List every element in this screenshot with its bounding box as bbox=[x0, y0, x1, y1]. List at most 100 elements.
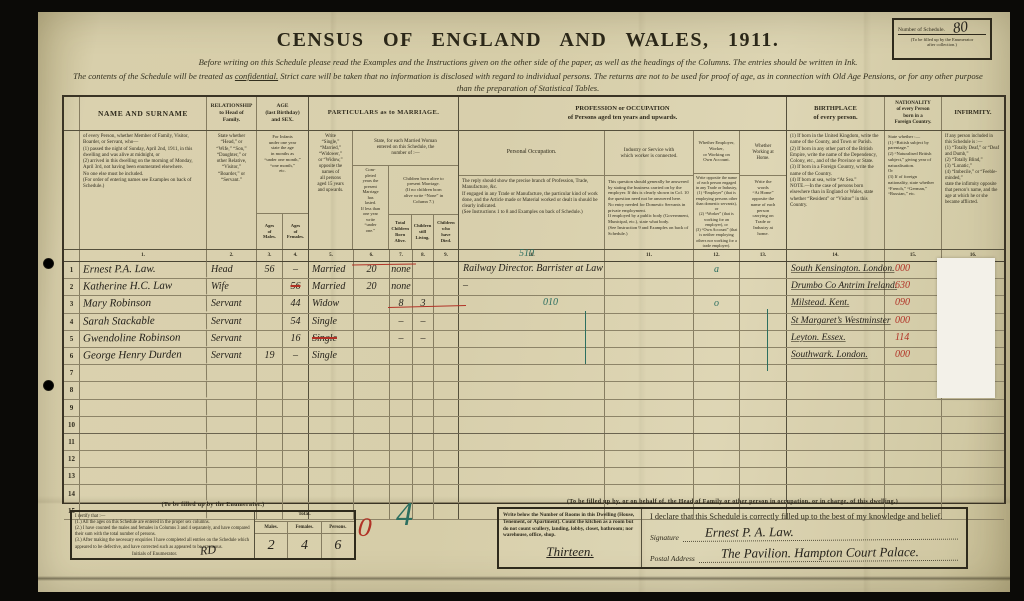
totals-title: Total. bbox=[255, 512, 354, 522]
infirmity-cell bbox=[942, 434, 1004, 450]
years-married-cell bbox=[354, 347, 390, 365]
schedule-number-note: (To be filled up by the Enumerator after… bbox=[910, 37, 974, 48]
colnum-15: 15. bbox=[885, 250, 942, 261]
employer-worker-cell bbox=[694, 313, 740, 330]
row-number-header bbox=[64, 97, 80, 130]
row-number: 14 bbox=[64, 485, 80, 502]
schedule-number-value: 80 bbox=[951, 19, 969, 37]
occupation-cell bbox=[459, 399, 605, 416]
children-born-cell bbox=[390, 416, 413, 433]
totals-persons-value: 6 bbox=[334, 538, 342, 553]
birthplace-cell bbox=[787, 382, 885, 399]
working-at-home-cell bbox=[740, 451, 787, 468]
working-at-home-cell bbox=[740, 433, 787, 451]
marriage-cell: Married bbox=[309, 279, 354, 296]
working-at-home-cell bbox=[740, 347, 787, 365]
employer-worker-cell bbox=[694, 365, 740, 382]
green-ink-four: 4 bbox=[396, 496, 413, 533]
name-cell bbox=[79, 450, 208, 468]
census-form-paper: Number of Schedule. 80 (To be filled up … bbox=[38, 12, 1010, 592]
birthplace-cell: Leyton. Essex. bbox=[787, 330, 885, 347]
colnum-16: 16. bbox=[969, 253, 977, 258]
name-cell bbox=[79, 364, 208, 382]
age-females-cell: 44 bbox=[283, 296, 309, 313]
industry-instructions-block: Industry or Service with which worker is… bbox=[605, 131, 694, 249]
age-males-cell: 56 bbox=[257, 262, 283, 279]
nationality-cell bbox=[885, 468, 942, 485]
age-females-cell: 56 bbox=[283, 279, 309, 296]
nationality-cell bbox=[885, 399, 942, 416]
relationship-cell: Servant bbox=[207, 313, 257, 330]
relationship-cell: Wife bbox=[207, 279, 257, 296]
nationality-cell bbox=[885, 451, 942, 468]
colnum-4: 4. bbox=[283, 250, 309, 261]
industry-cell bbox=[605, 433, 694, 451]
working-at-home-cell bbox=[740, 330, 787, 347]
at-home-instructions: Write the words “At Home” opposite the n… bbox=[750, 179, 776, 236]
relationship-cell bbox=[207, 485, 257, 502]
age-males-cell bbox=[257, 313, 283, 330]
nationality-cell: 090 bbox=[885, 296, 942, 313]
years-married-instructions: Com- pleted years the present Marriage h… bbox=[353, 166, 389, 249]
age-females-cell bbox=[283, 468, 309, 485]
table-row: 11 bbox=[64, 433, 1004, 452]
name-cell: Katherine H.C. Law bbox=[79, 278, 208, 297]
relationship-cell: Head bbox=[207, 262, 257, 279]
occupation-cell bbox=[459, 382, 605, 399]
employer-instructions-block: Whether Employer, Worker, or Working on … bbox=[694, 131, 740, 249]
children-born-cell: – bbox=[390, 313, 413, 330]
total-children-label: Total Children Born Alive. bbox=[389, 215, 413, 249]
infirmity-cell bbox=[942, 400, 1004, 416]
name-instructions: of every Person, whether Member of Famil… bbox=[80, 131, 207, 249]
relationship-cell: Servant bbox=[207, 347, 257, 365]
age-females-cell: – bbox=[283, 347, 309, 365]
marriage-cell: Widow bbox=[309, 296, 354, 313]
industry-cell bbox=[605, 296, 694, 313]
marriage-state-instructions: Write “Single,” “Married,” “Widower,” or… bbox=[309, 131, 353, 249]
children-died-cell bbox=[434, 262, 459, 279]
years-married-cell bbox=[354, 416, 390, 433]
marriage-cell: Single bbox=[309, 313, 354, 330]
occupation-cell: – bbox=[459, 279, 605, 296]
table-body: 1 Ernest P.A. Law. Head 56– Married 20 none Rai… bbox=[64, 261, 1004, 520]
intro2-post: Strict care will be taken that no inform… bbox=[280, 71, 983, 94]
occupation-cell bbox=[459, 313, 605, 330]
relationship-cell bbox=[207, 451, 257, 468]
marriage-cell bbox=[309, 382, 354, 399]
colnum-9: 9. bbox=[434, 250, 459, 261]
table-row: 1 Ernest P.A. Law. Head 56– Married 20 none Rai… bbox=[64, 261, 1004, 280]
row-number: 11 bbox=[64, 433, 80, 451]
occupation-cell bbox=[459, 347, 605, 365]
colnum-12: 12. bbox=[694, 250, 740, 261]
years-married-cell bbox=[354, 502, 390, 519]
children-born-cell: – bbox=[390, 330, 413, 347]
row-number: 5 bbox=[64, 330, 80, 347]
colnum-13: 13. bbox=[740, 250, 787, 261]
enumerator-section-label: (To be filled up by the Enumerator.) bbox=[161, 502, 265, 508]
birthplace-cell: St Margaret’s Westminster bbox=[787, 313, 891, 330]
infirmity-cell bbox=[942, 417, 1004, 433]
census-table: NAME AND SURNAME RELATIONSHIP to Head of… bbox=[62, 95, 1006, 520]
children-died-cell bbox=[434, 296, 459, 313]
children-living-cell bbox=[413, 451, 434, 468]
children-living-cell bbox=[413, 347, 434, 365]
birthplace-cell: Milstead. Kent. bbox=[787, 296, 885, 313]
children-died-label: Children who have Died. bbox=[437, 220, 455, 243]
birthplace-cell: Drumbo Co Antrim Ireland. bbox=[787, 279, 897, 296]
children-died-cell bbox=[434, 451, 459, 468]
age-males-cell bbox=[257, 468, 283, 485]
row-number-spacer bbox=[64, 131, 80, 249]
colnum-6: 6. bbox=[354, 250, 390, 261]
children-born-instructions: Children born alive to present Marriage.… bbox=[389, 166, 458, 215]
employer-label: Whether Employer, Worker, or Working on … bbox=[694, 131, 739, 174]
totals-females-label: Females. bbox=[288, 522, 322, 533]
employer-worker-cell bbox=[694, 399, 740, 416]
postal-address-label: Postal Address bbox=[650, 554, 695, 563]
relationship-cell bbox=[207, 365, 257, 382]
marriage-cell bbox=[309, 433, 354, 451]
marriage-cell bbox=[309, 399, 354, 416]
rooms-value: Thirteen. bbox=[546, 544, 594, 560]
age-males-cell bbox=[257, 382, 283, 399]
occupation-instructions-block: Personal Occupation. The reply should sh… bbox=[459, 131, 605, 249]
years-married-cell bbox=[354, 485, 390, 502]
